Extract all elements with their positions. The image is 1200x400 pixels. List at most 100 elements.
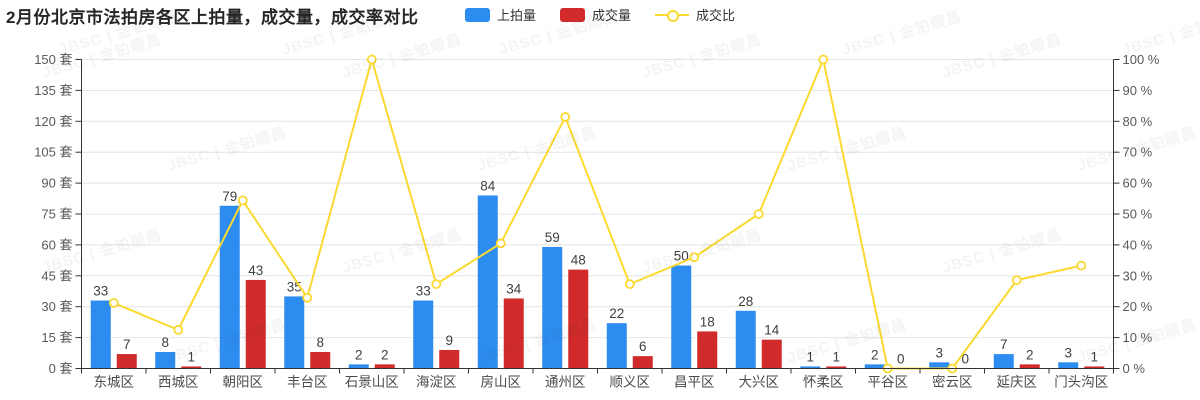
x-axis-label: 怀柔区 [803,375,844,390]
value-label: 28 [738,294,753,309]
sold-bar[interactable] [697,331,718,369]
listed-bar[interactable] [1058,362,1079,369]
listed-bar[interactable] [219,205,240,369]
rate-point[interactable] [624,279,635,290]
x-axis-label: 密云区 [932,374,973,390]
listed-bar[interactable] [671,265,692,369]
legend-item-rate[interactable]: 成交比 [655,5,735,24]
x-axis-label: 平谷区 [868,375,909,390]
value-label: 0 [961,352,969,367]
x-axis-label: 石景山区 [345,375,399,390]
value-label: 59 [545,230,560,245]
x-axis-label: 东城区 [94,375,135,390]
rate-point[interactable] [366,54,377,65]
y-axis-label-right: 90 % [1123,83,1153,98]
value-label: 48 [571,253,586,268]
sold-bar[interactable] [1084,366,1105,369]
y-axis-label-right: 20 % [1123,299,1153,314]
listed-bar[interactable] [800,366,821,369]
x-axis-label: 通州区 [545,375,586,390]
value-label: 3 [935,345,943,360]
listed-bar[interactable] [993,354,1014,369]
sold-bar[interactable] [439,349,460,369]
y-axis-label-right: 60 % [1123,176,1153,191]
legend-item-sold[interactable]: 成交量 [559,5,631,24]
y-axis-label-left: 15 套 [41,330,72,345]
sold-bar[interactable] [245,279,266,369]
rate-point[interactable] [431,279,442,290]
listed-bar[interactable] [477,195,498,369]
sold-bar[interactable] [374,364,395,369]
value-label: 34 [506,281,522,296]
y-axis-label-left: 150 套 [34,52,72,67]
y-axis-label-right: 100 % [1123,52,1160,67]
rate-point[interactable] [818,54,829,65]
rate-point[interactable] [1076,260,1087,271]
sold-bar[interactable] [632,356,653,369]
listed-swatch-icon [464,7,490,22]
sold-bar[interactable] [826,366,847,369]
x-axis-label: 延庆区 [997,375,1038,390]
rate-point[interactable] [302,292,313,303]
listed-bar[interactable] [542,246,563,369]
rate-point[interactable] [689,252,700,263]
legend-item-listed[interactable]: 上拍量 [464,5,536,24]
x-axis-label: 朝阳区 [223,375,264,390]
sold-bar[interactable] [181,366,202,369]
value-label: 2 [871,347,879,362]
value-label: 2 [355,347,363,362]
y-axis-label-right: 50 % [1123,207,1153,222]
rate-point[interactable] [753,209,764,219]
value-label: 14 [764,323,780,338]
y-axis-label-right: 10 % [1123,330,1153,345]
rate-point[interactable] [560,112,571,122]
value-label: 2 [381,347,389,362]
rate-point[interactable] [237,195,248,206]
value-label: 0 [897,352,905,367]
y-axis-label-left: 45 套 [41,268,72,283]
listed-bar[interactable] [606,323,627,369]
y-axis-label-right: 80 % [1123,114,1153,129]
value-label: 22 [609,306,624,321]
value-label: 33 [93,284,108,299]
x-axis-label: 顺义区 [610,375,651,390]
sold-bar[interactable] [568,269,589,369]
rate-point[interactable] [1011,275,1022,286]
legend: 上拍量 成交量 成交比 [0,5,1200,24]
x-axis-label: 门头沟区 [1054,375,1108,390]
value-label: 3 [1064,345,1072,360]
y-axis-label-right: 30 % [1123,268,1153,283]
sold-bar[interactable] [310,352,331,369]
value-label: 84 [480,178,496,193]
sold-bar[interactable] [1019,364,1040,369]
value-label: 1 [806,349,814,364]
listed-bar[interactable] [864,364,885,369]
rate-point[interactable] [495,238,506,249]
listed-bar[interactable] [413,300,434,369]
y-axis-label-right: 0 % [1123,361,1146,376]
listed-bar[interactable] [929,362,950,369]
listed-bar[interactable] [90,300,111,369]
rate-line-icon [655,8,689,22]
sold-bar[interactable] [116,354,137,369]
value-label: 2 [1026,347,1034,362]
y-axis-label-left: 0 套 [49,361,73,376]
rate-point[interactable] [108,298,119,308]
y-axis-label-left: 30 套 [41,299,72,314]
legend-label-sold: 成交量 [591,8,631,23]
value-label: 6 [639,339,647,354]
y-axis-label-left: 120 套 [34,114,72,129]
legend-label-listed: 上拍量 [496,8,536,23]
x-axis-label: 西城区 [158,375,199,390]
x-axis-label: 海淀区 [416,375,457,390]
sold-bar[interactable] [761,339,782,369]
y-axis-label-right: 70 % [1123,145,1153,160]
value-label: 7 [1000,337,1008,352]
listed-bar[interactable] [284,296,305,369]
listed-bar[interactable] [155,352,176,369]
sold-bar[interactable] [503,298,524,369]
listed-bar[interactable] [348,364,369,369]
rate-point[interactable] [173,324,184,335]
listed-bar[interactable] [735,310,756,369]
